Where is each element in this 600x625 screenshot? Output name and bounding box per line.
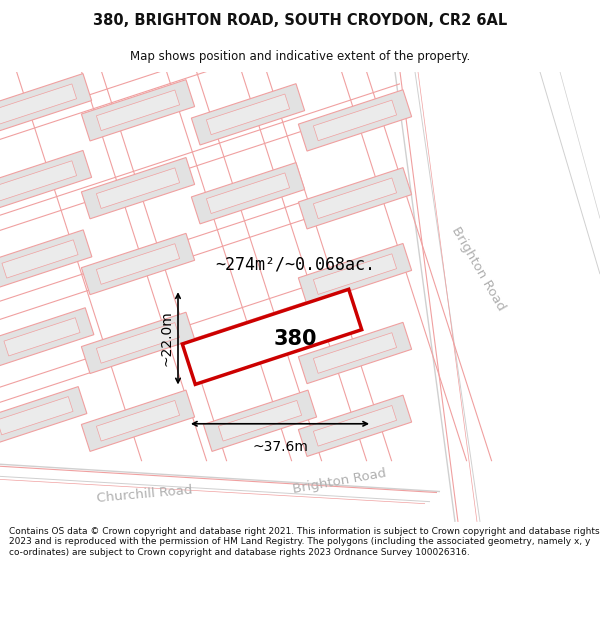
Polygon shape xyxy=(313,100,397,141)
Polygon shape xyxy=(0,74,92,135)
Polygon shape xyxy=(298,168,412,229)
Polygon shape xyxy=(0,230,92,288)
Polygon shape xyxy=(97,244,179,284)
Polygon shape xyxy=(97,168,179,209)
Polygon shape xyxy=(0,387,87,445)
Text: 380: 380 xyxy=(274,329,317,349)
Polygon shape xyxy=(0,397,73,435)
Polygon shape xyxy=(97,90,179,131)
Text: Brighton Road: Brighton Road xyxy=(449,225,508,313)
Polygon shape xyxy=(203,390,317,451)
Polygon shape xyxy=(313,178,397,219)
Polygon shape xyxy=(0,461,600,522)
Polygon shape xyxy=(218,401,302,441)
Polygon shape xyxy=(298,395,412,456)
Polygon shape xyxy=(82,390,194,451)
Polygon shape xyxy=(313,254,397,294)
Polygon shape xyxy=(2,240,78,278)
Polygon shape xyxy=(82,233,194,294)
Polygon shape xyxy=(97,401,179,441)
Polygon shape xyxy=(191,162,305,224)
Text: Contains OS data © Crown copyright and database right 2021. This information is : Contains OS data © Crown copyright and d… xyxy=(9,527,599,557)
Text: Churchill Road: Churchill Road xyxy=(97,484,193,505)
Polygon shape xyxy=(206,173,290,214)
Polygon shape xyxy=(191,84,305,145)
Polygon shape xyxy=(82,79,194,141)
Polygon shape xyxy=(182,289,362,384)
Polygon shape xyxy=(0,84,77,124)
Polygon shape xyxy=(298,244,412,305)
Polygon shape xyxy=(313,332,397,373)
Text: Brighton Road: Brighton Road xyxy=(292,467,388,496)
Text: ~274m²/~0.068ac.: ~274m²/~0.068ac. xyxy=(215,255,375,273)
Polygon shape xyxy=(97,322,179,363)
Polygon shape xyxy=(82,158,194,219)
Polygon shape xyxy=(298,322,412,384)
Polygon shape xyxy=(4,318,80,356)
Polygon shape xyxy=(82,312,194,374)
Polygon shape xyxy=(206,94,290,134)
Polygon shape xyxy=(0,151,92,212)
Text: Map shows position and indicative extent of the property.: Map shows position and indicative extent… xyxy=(130,49,470,62)
Polygon shape xyxy=(298,90,412,151)
Polygon shape xyxy=(0,308,94,366)
Polygon shape xyxy=(0,161,77,201)
Text: ~37.6m: ~37.6m xyxy=(252,440,308,454)
Polygon shape xyxy=(390,72,600,522)
Text: ~22.0m: ~22.0m xyxy=(160,311,174,366)
Polygon shape xyxy=(313,406,397,446)
Text: 380, BRIGHTON ROAD, SOUTH CROYDON, CR2 6AL: 380, BRIGHTON ROAD, SOUTH CROYDON, CR2 6… xyxy=(93,12,507,28)
